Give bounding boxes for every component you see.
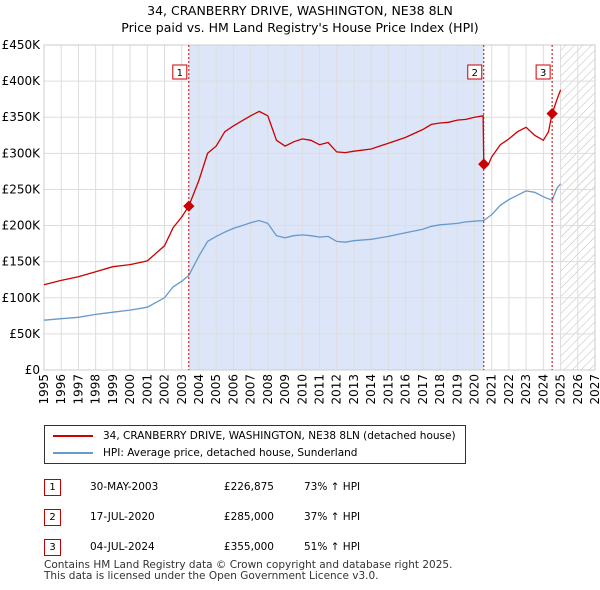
x-tick-label: 1999 [106, 374, 120, 405]
y-tick-label: £150K [2, 255, 42, 269]
marker-2-point [478, 158, 490, 170]
transaction-date: 17-JUL-2020 [90, 511, 155, 523]
x-tick-label: 2016 [399, 374, 413, 405]
property-price-line [43, 89, 562, 286]
transactions-table: 1 30-MAY-2003 £226,875 73% ↑ HPI 2 17-JU… [44, 472, 360, 562]
transaction-badge: 2 [44, 508, 61, 526]
y-tick-label: £200K [2, 219, 42, 233]
x-tick-label: 1997 [71, 374, 85, 405]
legend-item-property: 34, CRANBERRY DRIVE, WASHINGTON, NE38 8L… [53, 428, 456, 444]
x-tick-label: 1996 [54, 374, 68, 405]
y-tick-label: £250K [2, 182, 42, 196]
marker-1-point [183, 200, 195, 212]
x-tick-label: 2002 [158, 374, 172, 405]
marker-3-label: 3 [540, 68, 546, 79]
transaction-price: £226,875 [223, 481, 274, 493]
y-tick-label: £400K [2, 74, 42, 88]
marker-1-label: 1 [177, 68, 183, 79]
hpi-line [43, 183, 562, 321]
x-tick-label: 2018 [433, 374, 447, 405]
y-tick-label: £300K [2, 146, 42, 160]
y-tick-label: £0 [25, 363, 40, 377]
x-tick-label: 2024 [536, 374, 550, 405]
footer-copyright: Contains HM Land Registry data © Crown c… [44, 559, 453, 571]
x-tick-label: 2014 [364, 374, 378, 405]
x-tick-label: 2026 [571, 374, 585, 405]
x-tick-label: 2023 [519, 374, 533, 405]
x-tick-label: 2013 [347, 374, 361, 405]
x-tick-label: 2006 [226, 374, 240, 405]
footer-license: This data is licensed under the Open Gov… [44, 570, 379, 582]
marker-1-badge [172, 64, 188, 80]
x-tick-label: 2021 [485, 374, 499, 405]
x-tick-label: 2004 [192, 374, 206, 405]
hpi-line-swatch [53, 452, 93, 454]
transaction-hpi: 73% ↑ HPI [304, 481, 361, 493]
chart-title: 34, CRANBERRY DRIVE, WASHINGTON, NE38 8L… [147, 3, 453, 18]
x-tick-label: 2008 [261, 374, 275, 405]
transaction-date: 30-MAY-2003 [90, 481, 159, 493]
transaction-price: £285,000 [223, 511, 274, 523]
property-line-swatch [53, 435, 93, 437]
table-row: 1 30-MAY-2003 £226,875 73% ↑ HPI [44, 472, 360, 502]
transaction-date: 04-JUL-2024 [90, 541, 155, 553]
x-tick-label: 2001 [140, 374, 154, 405]
transaction-price: £355,000 [223, 541, 274, 553]
x-tick-label: 1998 [89, 374, 103, 405]
table-row: 3 04-JUL-2024 £355,000 51% ↑ HPI [44, 532, 360, 562]
x-tick-label: 2000 [123, 374, 137, 405]
legend: 34, CRANBERRY DRIVE, WASHINGTON, NE38 8L… [44, 425, 466, 464]
transaction-hpi: 51% ↑ HPI [304, 541, 361, 553]
legend-hpi-label: HPI: Average price, detached house, Sund… [103, 447, 358, 459]
transaction-hpi: 37% ↑ HPI [304, 511, 361, 523]
x-tick-label: 2012 [330, 374, 344, 405]
x-tick-label: 1995 [37, 374, 51, 405]
footer: Contains HM Land Registry data © Crown c… [44, 560, 452, 582]
x-tick-label: 2010 [295, 374, 309, 405]
x-tick-label: 2011 [313, 374, 327, 405]
legend-item-hpi: HPI: Average price, detached house, Sund… [53, 445, 357, 461]
y-tick-label: £350K [2, 110, 42, 124]
y-tick-label: £450K [2, 38, 42, 52]
transaction-badge: 3 [44, 538, 61, 556]
transaction-badge: 1 [44, 478, 61, 496]
x-tick-label: 2015 [381, 374, 395, 405]
price-chart: £0 £50K £100K £150K £200K £250K £300K £350K £400… [2, 38, 600, 405]
table-row: 2 17-JUL-2020 £285,000 37% ↑ HPI [44, 502, 360, 532]
x-tick-label: 2020 [467, 374, 481, 405]
y-tick-label: £50K [9, 327, 41, 341]
legend-property-label: 34, CRANBERRY DRIVE, WASHINGTON, NE38 8L… [103, 430, 456, 442]
x-tick-label: 2009 [278, 374, 292, 405]
x-tick-label: 2022 [502, 374, 516, 405]
x-tick-label: 2019 [450, 374, 464, 405]
x-tick-label: 2025 [554, 374, 568, 405]
x-tick-label: 2027 [588, 374, 600, 405]
marker-2-label: 2 [472, 68, 478, 79]
marker-2-badge [467, 64, 483, 80]
x-tick-label: 2003 [175, 374, 189, 405]
marker-3-badge [535, 64, 551, 80]
y-tick-label: £100K [2, 291, 42, 305]
chart-subtitle: Price paid vs. HM Land Registry's House … [121, 20, 479, 35]
x-tick-label: 2007 [244, 374, 258, 405]
x-tick-label: 2005 [209, 374, 223, 405]
x-tick-label: 2017 [416, 374, 430, 405]
plot-frame [43, 44, 596, 371]
